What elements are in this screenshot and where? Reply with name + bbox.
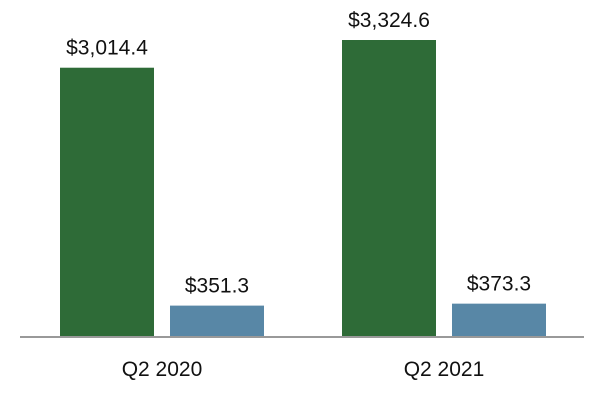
bar-1-2 [342,40,436,337]
bars-group [60,40,546,337]
data-label-1-2: $3,324.6 [348,9,430,32]
data-label-2-2: $373.3 [467,273,531,296]
x-tick-label-1: Q2 2020 [122,358,203,381]
x-tick-labels-group: Q2 2020 Q2 2021 [122,358,485,381]
bar-2-2 [452,303,546,337]
bar-2-1 [170,305,264,337]
data-label-2-1: $351.3 [185,275,249,298]
value-labels-group: $3,014.4 $351.3 $3,324.6 $373.3 [66,9,531,298]
bar-1-1 [60,67,154,337]
x-tick-label-2: Q2 2021 [404,358,485,381]
data-label-1-1: $3,014.4 [66,37,148,60]
